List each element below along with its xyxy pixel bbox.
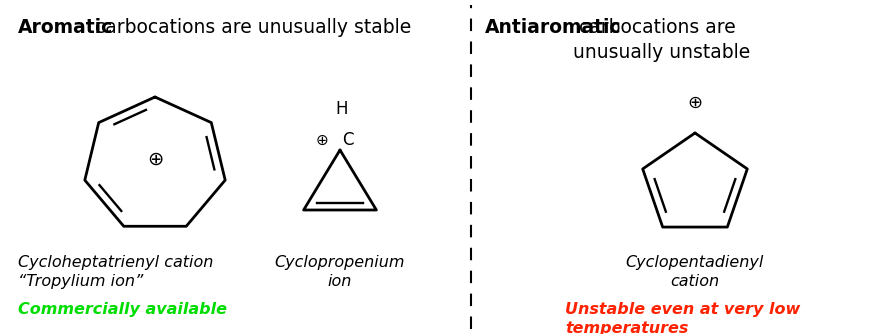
Text: Cyclopentadienyl
cation: Cyclopentadienyl cation <box>626 255 764 289</box>
Text: Antiaromatic: Antiaromatic <box>485 18 621 37</box>
Text: Cycloheptatrienyl cation
“Tropylium ion”: Cycloheptatrienyl cation “Tropylium ion” <box>18 255 213 289</box>
Text: $\oplus$: $\oplus$ <box>147 151 164 169</box>
Text: Aromatic: Aromatic <box>18 18 114 37</box>
Text: $\oplus$: $\oplus$ <box>687 94 703 112</box>
Text: H: H <box>336 100 348 118</box>
Text: carbocations are unusually stable: carbocations are unusually stable <box>89 18 411 37</box>
Text: carbocations are
unusually unstable: carbocations are unusually unstable <box>573 18 750 62</box>
Text: Cyclopropenium
ion: Cyclopropenium ion <box>275 255 406 289</box>
Text: $\oplus$: $\oplus$ <box>315 133 329 148</box>
Text: Unstable even at very low
temperatures: Unstable even at very low temperatures <box>565 302 800 334</box>
Text: C: C <box>342 131 354 149</box>
Text: Commercially available: Commercially available <box>18 302 227 317</box>
